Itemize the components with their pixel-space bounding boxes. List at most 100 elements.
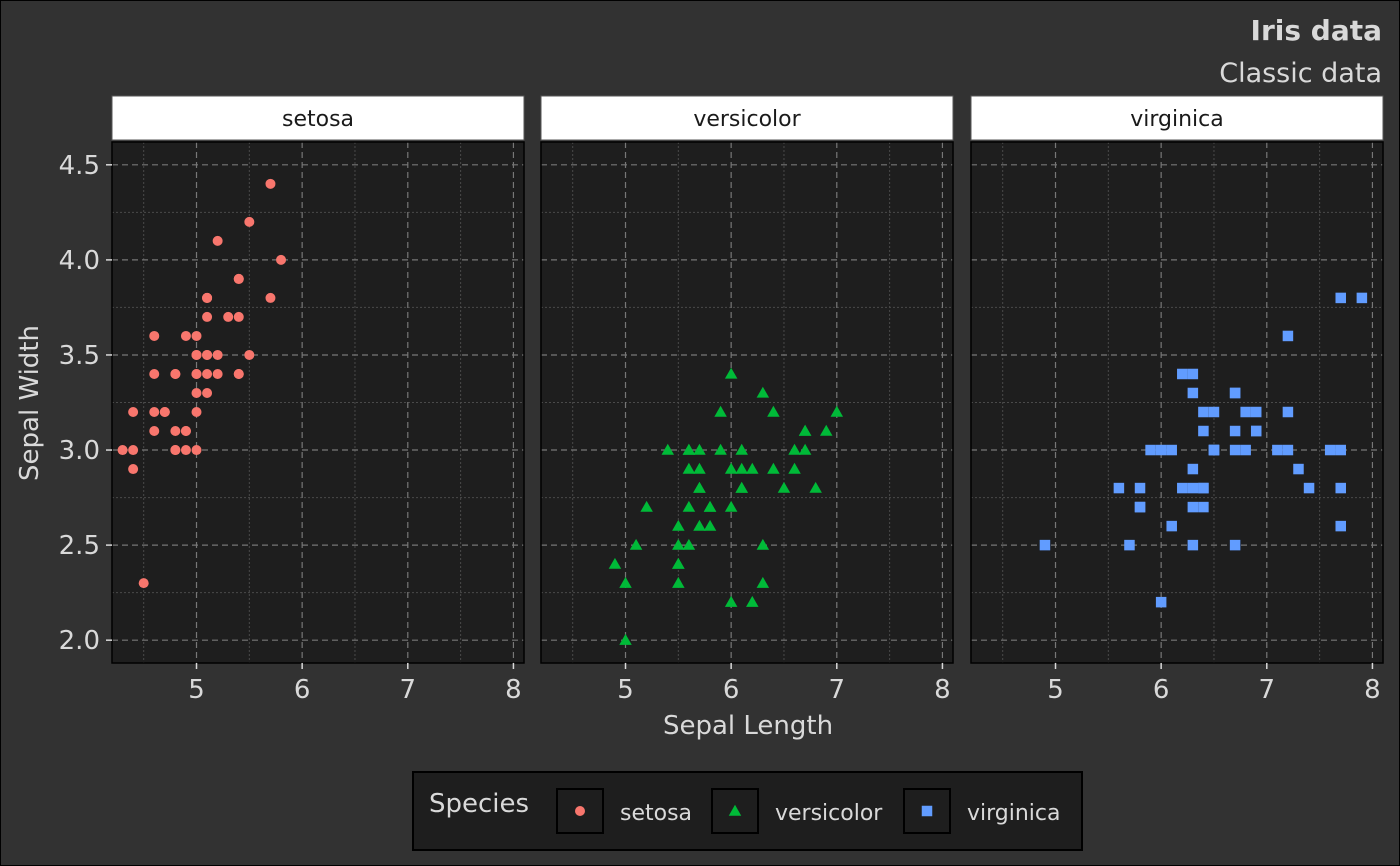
y-tick-label: 2.0 [59,626,100,656]
points-versicolor [608,367,844,645]
data-point-setosa [180,426,191,437]
data-point-setosa [159,407,170,418]
data-point-setosa [233,311,244,322]
data-point-virginica [1303,482,1315,494]
data-point-setosa [212,235,223,246]
data-point-versicolor [756,386,770,398]
data-point-versicolor [735,462,748,474]
data-point-virginica [1335,444,1346,456]
data-point-setosa [128,407,139,418]
data-point-versicolor [693,481,706,493]
data-point-virginica [1198,425,1209,437]
data-point-versicolor [714,443,727,455]
points-virginica [1039,292,1368,608]
x-tick-label: 5 [188,675,205,705]
data-point-versicolor [703,519,717,531]
data-point-setosa [276,254,287,265]
y-tick-label: 2.5 [59,531,100,561]
data-point-versicolor [777,481,791,493]
data-point-versicolor [767,405,780,417]
data-point-versicolor [703,500,717,512]
data-point-versicolor [629,538,643,550]
legend-entry-versicolor: versicolor [711,788,883,834]
data-point-versicolor [767,462,780,474]
data-point-versicolor [798,424,812,436]
data-point-virginica [1177,482,1188,494]
data-point-setosa [265,178,276,189]
x-tick-label: 5 [617,675,634,705]
data-point-virginica [1198,501,1209,513]
data-point-setosa [170,445,181,456]
data-point-setosa [180,445,191,456]
data-point-setosa [191,368,202,379]
data-point-versicolor [788,443,801,455]
x-tick-label: 8 [505,675,522,705]
data-point-virginica [1187,368,1199,380]
data-point-virginica [1145,444,1156,456]
data-point-virginica [1282,406,1294,418]
data-point-virginica [1240,444,1251,456]
facet-strip-label: virginica [1130,107,1224,132]
data-point-virginica [1187,482,1199,494]
data-point-versicolor [724,462,738,474]
panel-border [111,141,525,664]
data-point-versicolor [682,443,696,455]
x-tick-label: 7 [829,675,846,705]
data-point-setosa [149,407,160,418]
data-point-virginica [1208,444,1220,456]
y-axis-label: Sepal Width [15,325,45,481]
points-setosa [117,178,287,589]
data-point-virginica [1229,387,1241,399]
data-point-setosa [202,292,213,303]
data-point-versicolor [682,500,696,512]
data-point-versicolor [608,557,622,569]
data-point-setosa [244,216,255,227]
data-point-setosa [117,445,128,456]
data-point-setosa [149,330,160,341]
data-point-versicolor [693,462,706,474]
data-point-virginica [1272,444,1283,456]
data-point-virginica [1208,406,1220,418]
data-point-setosa [191,387,202,398]
data-point-setosa [212,368,223,379]
panel-border [540,141,954,664]
data-point-virginica [1229,444,1241,456]
data-point-virginica [1250,425,1262,437]
legend-key-marker [728,804,742,816]
data-point-versicolor [724,367,738,379]
y-tick-label: 3.0 [59,436,100,466]
data-point-versicolor [830,405,844,417]
data-point-versicolor [724,500,738,512]
data-point-versicolor [735,443,748,455]
data-point-virginica [1250,406,1262,418]
panel-border [970,141,1384,664]
x-axis-label: Sepal Length [663,711,833,741]
legend-entry-virginica: virginica [903,788,1061,834]
data-point-setosa [202,349,213,360]
data-point-virginica [1187,463,1199,475]
data-point-versicolor [682,462,696,474]
data-point-virginica [1240,406,1251,418]
data-point-setosa [233,368,244,379]
data-point-versicolor [788,462,801,474]
facet-strip-virginica [970,95,1384,141]
facet-panel-versicolor: versicolor 5 6 7 8 [540,95,954,705]
x-tick-label: 6 [294,675,311,705]
data-point-versicolor [661,443,675,455]
data-point-versicolor [746,595,759,607]
data-point-versicolor [640,500,653,512]
data-point-virginica [1187,501,1199,513]
data-point-setosa [202,311,213,322]
data-point-virginica [1166,520,1177,532]
data-point-virginica [1187,387,1199,399]
data-point-setosa [244,349,255,360]
data-point-setosa [180,330,191,341]
x-tick-label: 7 [400,675,417,705]
facet-panel-virginica: virginica 5 6 7 8 [970,95,1384,705]
data-point-virginica [1155,444,1167,456]
data-point-versicolor [798,443,812,455]
data-point-versicolor [619,633,632,645]
data-point-virginica [1187,539,1199,551]
data-point-versicolor [746,462,759,474]
